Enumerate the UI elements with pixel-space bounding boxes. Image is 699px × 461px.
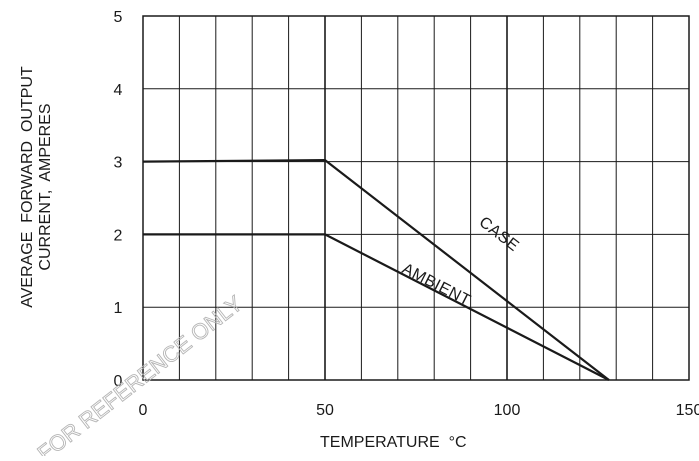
y-axis-title: AVERAGE FORWARD OUTPUT CURRENT, AMPERES [19, 66, 54, 308]
x-axis-title: TEMPERATURE °C [320, 434, 467, 451]
y-tick-label: 1 [114, 300, 123, 317]
y-tick-label: 0 [114, 373, 123, 390]
y-tick-label: 3 [114, 155, 123, 172]
y-tick-label: 5 [114, 9, 123, 26]
series-line-case [142, 158, 610, 381]
y-axis-title-line-2: CURRENT, AMPERES [37, 103, 54, 270]
x-tick-label: 100 [494, 402, 521, 419]
series-label-ambient: AMBIENT [399, 260, 473, 309]
x-tick-label: 0 [139, 402, 148, 419]
x-tick-label: 150 [676, 402, 699, 419]
y-tick-label: 4 [114, 82, 123, 99]
y-tick-label: 2 [114, 227, 123, 244]
tick-labels: 0 50 100 150 0 1 2 3 4 5 [114, 9, 699, 419]
x-tick-label: 50 [316, 402, 334, 419]
series-line-ambient [143, 233, 610, 381]
grid-layer [142, 15, 690, 381]
watermark-text: FOR REFERENCE ONLY [33, 291, 248, 456]
plot-frame [142, 15, 690, 381]
y-axis-title-line-1: AVERAGE FORWARD OUTPUT [19, 66, 36, 308]
series-layer [142, 158, 610, 381]
